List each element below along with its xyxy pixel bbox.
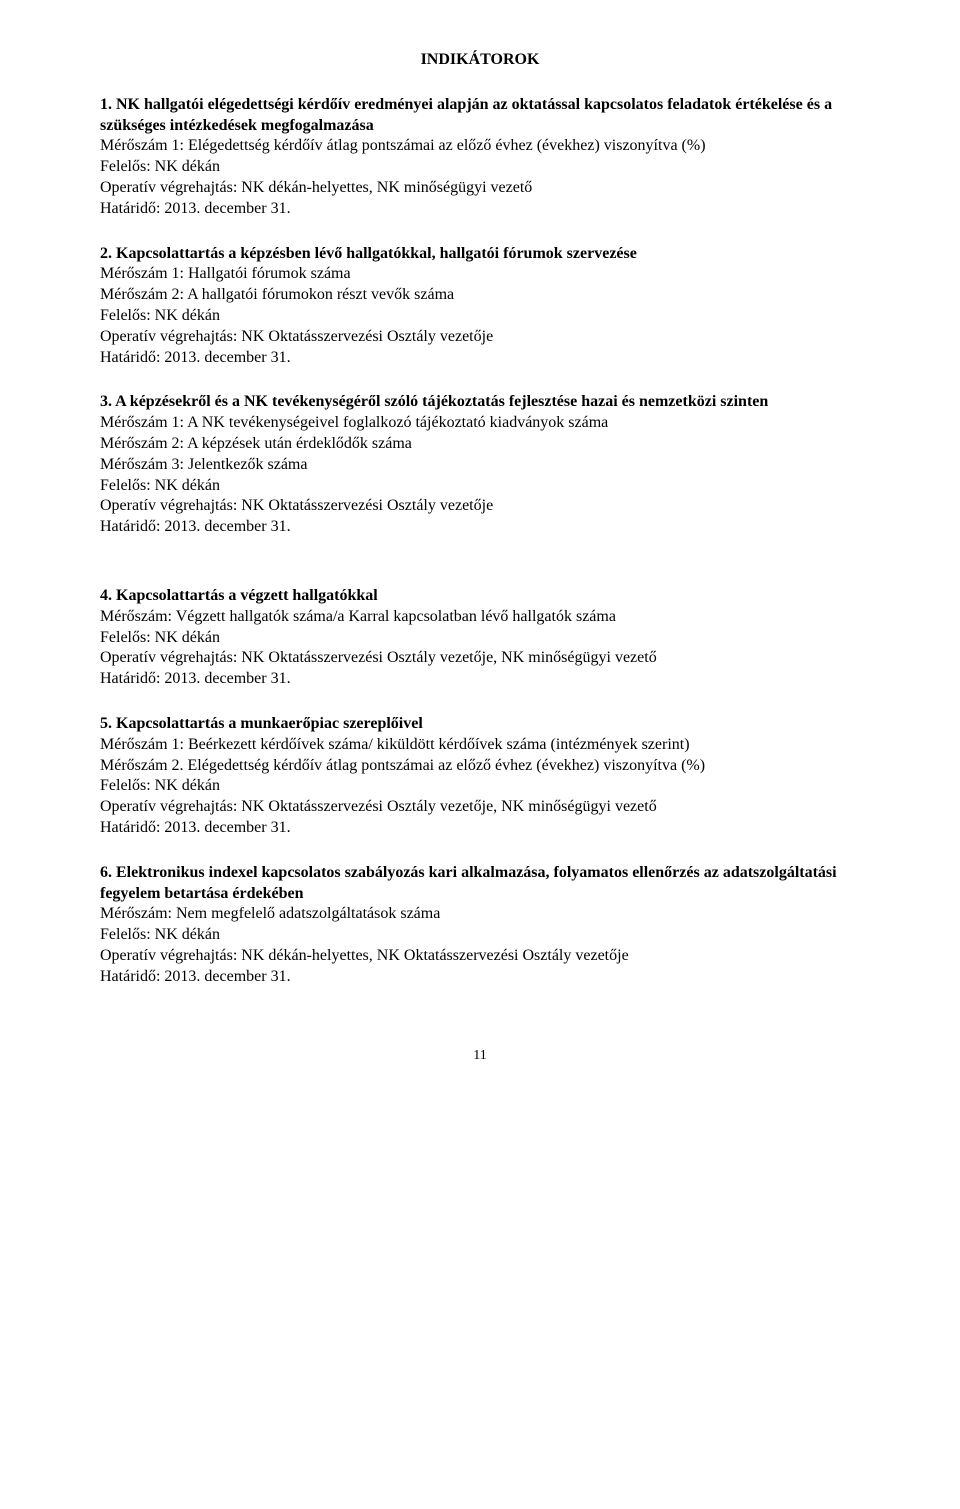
sections-container: 1. NK hallgatói elégedettségi kérdőív er… <box>100 95 860 988</box>
section-2: 2. Kapcsolattartás a képzésben lévő hall… <box>100 244 860 369</box>
section-line: Mérőszám 1: Hallgatói fórumok száma <box>100 264 860 285</box>
section-line: Határidő: 2013. december 31. <box>100 517 860 538</box>
section-6: 6. Elektronikus indexel kapcsolatos szab… <box>100 863 860 988</box>
section-line: Határidő: 2013. december 31. <box>100 967 860 988</box>
section-3: 3. A képzésekről és a NK tevékenységéről… <box>100 392 860 538</box>
section-heading: 2. Kapcsolattartás a képzésben lévő hall… <box>100 244 860 265</box>
section-line: Határidő: 2013. december 31. <box>100 669 860 690</box>
section-line: Határidő: 2013. december 31. <box>100 348 860 369</box>
section-line: Operatív végrehajtás: NK dékán-helyettes… <box>100 946 860 967</box>
section-line: Határidő: 2013. december 31. <box>100 199 860 220</box>
section-5: 5. Kapcsolattartás a munkaerőpiac szerep… <box>100 714 860 839</box>
section-line: Felelős: NK dékán <box>100 628 860 649</box>
section-line: Operatív végrehajtás: NK Oktatásszervezé… <box>100 496 860 517</box>
section-heading: 5. Kapcsolattartás a munkaerőpiac szerep… <box>100 714 860 735</box>
section-line: Mérőszám: Végzett hallgatók száma/a Karr… <box>100 607 860 628</box>
section-line: Mérőszám 1: Beérkezett kérdőívek száma/ … <box>100 735 860 756</box>
section-line: Operatív végrehajtás: NK dékán-helyettes… <box>100 178 860 199</box>
section-line: Mérőszám 2. Elégedettség kérdőív átlag p… <box>100 756 860 777</box>
section-line: Határidő: 2013. december 31. <box>100 818 860 839</box>
section-line: Felelős: NK dékán <box>100 306 860 327</box>
section-heading: 4. Kapcsolattartás a végzett hallgatókka… <box>100 586 860 607</box>
section-line: Operatív végrehajtás: NK Oktatásszervezé… <box>100 648 860 669</box>
section-4: 4. Kapcsolattartás a végzett hallgatókka… <box>100 586 860 690</box>
section-line: Felelős: NK dékán <box>100 925 860 946</box>
section-line: Mérőszám: Nem megfelelő adatszolgáltatás… <box>100 904 860 925</box>
section-line: Mérőszám 1: Elégedettség kérdőív átlag p… <box>100 136 860 157</box>
section-line: Felelős: NK dékán <box>100 476 860 497</box>
section-heading: 6. Elektronikus indexel kapcsolatos szab… <box>100 863 860 905</box>
section-line: Mérőszám 2: A hallgatói fórumokon részt … <box>100 285 860 306</box>
section-line: Mérőszám 2: A képzések után érdeklődők s… <box>100 434 860 455</box>
page-title: INDIKÁTOROK <box>100 50 860 71</box>
page-number: 11 <box>100 1047 860 1065</box>
section-1: 1. NK hallgatói elégedettségi kérdőív er… <box>100 95 860 220</box>
section-line: Felelős: NK dékán <box>100 157 860 178</box>
section-heading: 1. NK hallgatói elégedettségi kérdőív er… <box>100 95 860 137</box>
section-line: Mérőszám 1: A NK tevékenységeivel foglal… <box>100 413 860 434</box>
section-line: Felelős: NK dékán <box>100 776 860 797</box>
section-line: Mérőszám 3: Jelentkezők száma <box>100 455 860 476</box>
section-heading: 3. A képzésekről és a NK tevékenységéről… <box>100 392 860 413</box>
section-line: Operatív végrehajtás: NK Oktatásszervezé… <box>100 797 860 818</box>
section-line: Operatív végrehajtás: NK Oktatásszervezé… <box>100 327 860 348</box>
